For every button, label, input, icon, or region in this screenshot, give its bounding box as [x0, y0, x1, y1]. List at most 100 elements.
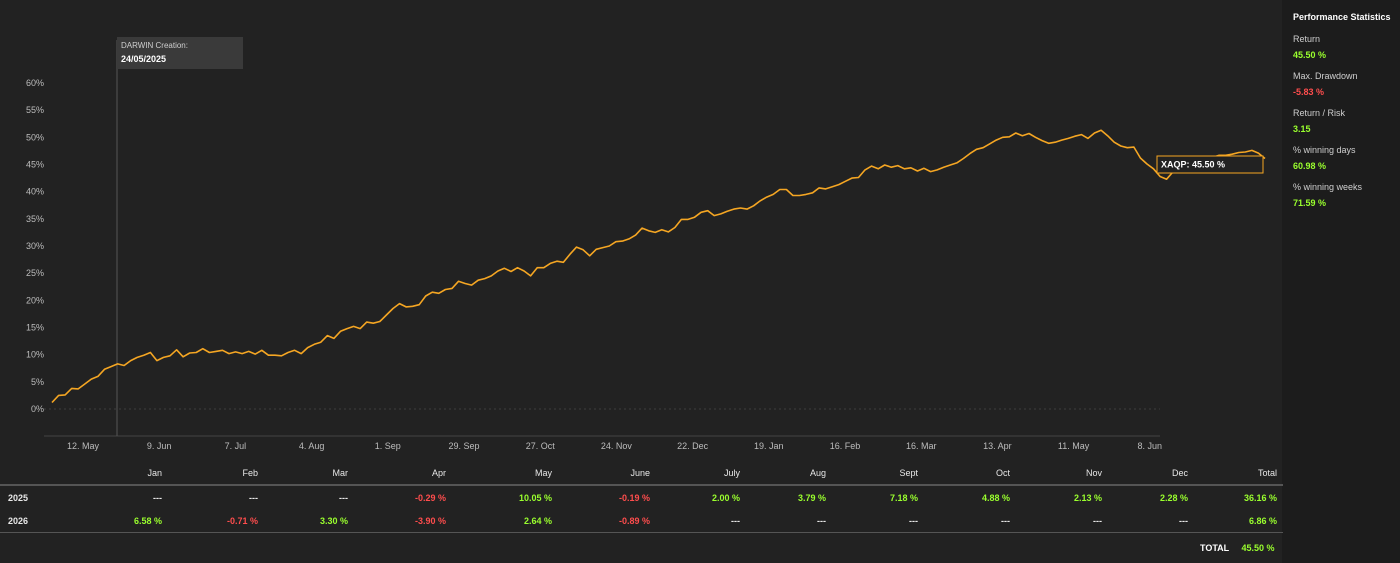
- stat-value: 45.50 %: [1293, 50, 1327, 60]
- total-cell: 6.86 %: [1194, 509, 1283, 533]
- stat-value: 3.15: [1293, 124, 1311, 134]
- y-tick-label: 5%: [31, 377, 44, 387]
- month-cell: 10.05 %: [518, 492, 552, 503]
- header-cell: Feb: [168, 462, 264, 486]
- month-cell: ---: [249, 492, 258, 503]
- y-tick-label: 50%: [26, 132, 44, 142]
- stat-winning-days: % winning days 60.98 %: [1293, 145, 1398, 171]
- stat-return-risk: Return / Risk 3.15: [1293, 108, 1398, 134]
- month-cell: ---: [339, 492, 348, 503]
- month-cell: 3.79 %: [797, 492, 826, 503]
- x-tick-label: 8. Jun: [1138, 441, 1163, 451]
- month-cell: -0.19 %: [618, 492, 650, 503]
- x-tick-label: 29. Sep: [448, 441, 479, 451]
- x-tick-label: 11. May: [1058, 441, 1090, 451]
- header-cell: June: [558, 462, 656, 486]
- month-cell: ---: [924, 509, 1016, 533]
- stat-value: 60.98 %: [1293, 161, 1327, 171]
- month-cell: 3.30 %: [264, 509, 354, 533]
- stat-value: -5.83 %: [1293, 87, 1325, 97]
- month-cell: ---: [832, 509, 924, 533]
- header-cell: Sept: [832, 462, 924, 486]
- creation-tooltip: DARWIN Creation: 24/05/2025: [117, 37, 243, 69]
- y-tick-label: 45%: [26, 160, 44, 170]
- stat-label: Max. Drawdown: [1293, 71, 1358, 81]
- performance-statistics: Performance Statistics Return 45.50 % Ma…: [1293, 12, 1398, 219]
- y-tick-label: 20%: [26, 295, 44, 305]
- stat-return: Return 45.50 %: [1293, 34, 1398, 60]
- x-tick-label: 12. May: [67, 441, 100, 451]
- x-tick-label: 7. Jul: [225, 441, 247, 451]
- stat-max-drawdown: Max. Drawdown -5.83 %: [1293, 71, 1398, 97]
- total-cell: 36.16 %: [1243, 492, 1277, 503]
- header-cell: Nov: [1016, 462, 1108, 486]
- series-line-xaqp: [51, 129, 1266, 404]
- header-cell: July: [656, 462, 746, 486]
- header-cell: Mar: [264, 462, 354, 486]
- x-tick-label: 27. Oct: [526, 441, 556, 451]
- y-tick-label: 25%: [26, 268, 44, 278]
- y-tick-label: 30%: [26, 241, 44, 251]
- monthly-returns-table: Jan Feb Mar Apr May June July Aug Sept O…: [0, 462, 1283, 533]
- month-cell: -3.90 %: [354, 509, 452, 533]
- performance-chart: 0% 5% 10% 15% 20% 25% 30% 35% 40% 45% 50% 55% 60% 12…: [26, 37, 1266, 451]
- header-cell: Oct: [924, 462, 1016, 486]
- stats-title: Performance Statistics: [1293, 12, 1391, 22]
- stat-label: Return: [1293, 34, 1321, 44]
- month-cell: -0.71 %: [168, 509, 264, 533]
- table-row: 2026 6.58 % -0.71 % 3.30 % -3.90 % 2.64 …: [0, 509, 1283, 533]
- y-tick-label: 10%: [26, 350, 44, 360]
- month-cell: 4.88 %: [981, 492, 1010, 503]
- grand-total: TOTAL 45.50 %: [1200, 543, 1275, 553]
- year-cell: 2025: [8, 492, 29, 503]
- month-cell: -0.29 %: [414, 492, 446, 503]
- last-value-text: XAQP: 45.50 %: [1161, 160, 1225, 170]
- month-cell: 2.00 %: [711, 492, 740, 503]
- table-row: 2025 --- --- --- -0.29 % 10.05 % -0.19 %…: [0, 485, 1283, 509]
- header-cell: [0, 462, 60, 486]
- y-tick-label: 55%: [26, 105, 44, 115]
- x-tick-label: 16. Feb: [830, 441, 861, 451]
- x-tick-label: 1. Sep: [375, 441, 401, 451]
- header-cell: Apr: [354, 462, 452, 486]
- stat-label: % winning weeks: [1293, 182, 1363, 192]
- last-value-label: XAQP: 45.50 %: [1156, 155, 1264, 174]
- x-axis: 12. May 9. Jun 7. Jul 4. Aug 1. Sep 29. Sep 27…: [67, 441, 1162, 451]
- month-cell: 7.18 %: [889, 492, 918, 503]
- header-cell: Aug: [746, 462, 832, 486]
- stats-panel: [1282, 0, 1400, 563]
- header-cell: Dec: [1108, 462, 1194, 486]
- x-tick-label: 22. Dec: [677, 441, 709, 451]
- stat-label: % winning days: [1293, 145, 1356, 155]
- y-tick-label: 0%: [31, 404, 44, 414]
- month-cell: ---: [153, 492, 162, 503]
- table-header-row: Jan Feb Mar Apr May June July Aug Sept O…: [0, 462, 1283, 486]
- month-cell: 2.13 %: [1073, 492, 1102, 503]
- x-tick-label: 16. Mar: [906, 441, 937, 451]
- y-tick-label: 60%: [26, 78, 44, 88]
- x-tick-label: 4. Aug: [299, 441, 325, 451]
- year-cell: 2026: [0, 509, 60, 533]
- header-cell: Total: [1194, 462, 1283, 486]
- creation-tooltip-label: DARWIN Creation:: [121, 41, 188, 50]
- month-cell: ---: [1108, 509, 1194, 533]
- month-cell: 2.64 %: [452, 509, 558, 533]
- month-cell: 6.58 %: [60, 509, 168, 533]
- month-cell: 2.28 %: [1159, 492, 1188, 503]
- month-cell: ---: [656, 509, 746, 533]
- grand-total-label: TOTAL: [1200, 543, 1229, 553]
- x-tick-label: 24. Nov: [601, 441, 633, 451]
- y-axis: 0% 5% 10% 15% 20% 25% 30% 35% 40% 45% 50% 55% 60%: [26, 78, 44, 414]
- stat-winning-weeks: % winning weeks 71.59 %: [1293, 182, 1398, 208]
- stat-label: Return / Risk: [1293, 108, 1346, 118]
- y-tick-label: 40%: [26, 187, 44, 197]
- creation-tooltip-date: 24/05/2025: [121, 54, 166, 64]
- header-cell: Jan: [60, 462, 168, 486]
- x-tick-label: 9. Jun: [147, 441, 172, 451]
- month-cell: ---: [1016, 509, 1108, 533]
- month-cell: ---: [746, 509, 832, 533]
- month-cell: -0.89 %: [558, 509, 656, 533]
- stat-value: 71.59 %: [1293, 198, 1327, 208]
- x-tick-label: 13. Apr: [983, 441, 1012, 451]
- y-tick-label: 35%: [26, 214, 44, 224]
